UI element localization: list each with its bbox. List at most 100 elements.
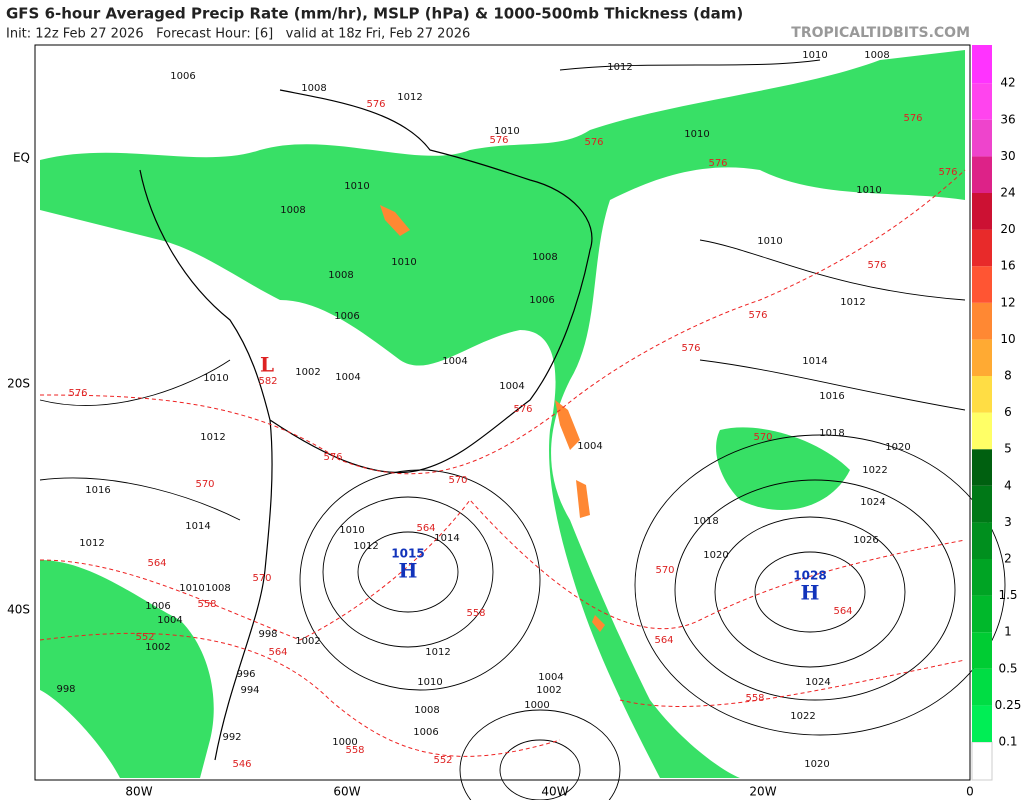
isobar-label: 1006: [145, 601, 170, 612]
isobar-label: 1006: [413, 727, 438, 738]
colorbar-segment: [972, 193, 992, 230]
isobar-label: 996: [236, 669, 255, 680]
isobar-label: 1012: [397, 92, 422, 103]
axis-labels: 80W 60W 40W 20W 0 EQ 20S 40S: [7, 151, 974, 799]
colorbar-segment: [972, 705, 992, 742]
thickness-label: 570: [448, 475, 467, 486]
heavy-precip: [380, 205, 605, 632]
isobar-label: 1000: [332, 737, 357, 748]
isobar-label: 1010: [391, 257, 416, 268]
isobar-label: 1008: [532, 252, 557, 263]
lat-label: EQ: [13, 151, 30, 165]
colorbar-label: 2: [1004, 552, 1012, 566]
isobar-label: 1006: [170, 71, 195, 82]
isobar-label: 1010: [856, 185, 881, 196]
isobar-label: 1004: [442, 356, 467, 367]
colorbar-label: 5: [1004, 442, 1012, 456]
isobar-label: 1014: [185, 521, 210, 532]
isobar-label: 1010: [417, 677, 442, 688]
colorbar-segment: [972, 266, 992, 303]
center-symbol: H: [399, 559, 418, 583]
lon-label: 80W: [125, 785, 152, 799]
colorbar-segment: [972, 339, 992, 376]
isobar-label: 1002: [145, 642, 170, 653]
isobar-label: 1010: [179, 583, 204, 594]
thickness-label: 558: [345, 745, 364, 756]
isobar-label: 1012: [200, 432, 225, 443]
colorbar-label: 6: [1004, 405, 1012, 419]
isobar-label: 1010: [203, 373, 228, 384]
colorbar-segment: [972, 412, 992, 450]
isobar-label: 1010: [339, 525, 364, 536]
colorbar-segment: [972, 156, 992, 193]
colorbar-top: [972, 45, 992, 84]
colorbar-label: 0.1: [998, 735, 1017, 749]
colorbar-label: 20: [1000, 222, 1015, 236]
center-value: 1015: [391, 547, 424, 561]
colorbar-label: 0.5: [998, 661, 1017, 675]
thickness-label: 558: [466, 608, 485, 619]
isobar-label: 1006: [529, 295, 554, 306]
colorbar-label: 1: [1004, 625, 1012, 639]
isobar-label: 1002: [295, 367, 320, 378]
colorbar-label: 12: [1000, 295, 1015, 309]
colorbar-segment: [972, 668, 992, 706]
thickness-label: 558: [197, 599, 216, 610]
precip: [40, 50, 965, 778]
isobar-label: 1020: [804, 759, 829, 770]
colorbar-label: 16: [1000, 259, 1015, 273]
colorbar-segment: [972, 119, 992, 157]
isobar-label: 1020: [703, 550, 728, 561]
isobar-label: 1004: [335, 372, 360, 383]
isobar-label: 1008: [864, 50, 889, 61]
thickness-label: 546: [232, 759, 251, 770]
thickness-label: 564: [268, 647, 287, 658]
thickness-label: 576: [68, 388, 87, 399]
thickness-label: 570: [252, 573, 271, 584]
colorbar-bottom: [971, 741, 993, 781]
colorbar-label: 8: [1004, 369, 1012, 383]
isobar-label: 1010: [494, 126, 519, 137]
colorbar-label: 10: [1000, 332, 1015, 346]
thickness-label: 552: [433, 755, 452, 766]
title: GFS 6-hour Averaged Precip Rate (mm/hr),…: [6, 5, 743, 23]
isobar-label: 1024: [860, 497, 885, 508]
isobar-label: 1000: [524, 700, 549, 711]
lat-label: 20S: [7, 377, 30, 391]
thickness-label: 558: [745, 693, 764, 704]
colorbar-segment: [972, 229, 992, 267]
colorbar: 0.1 0.25 0.5 1 1.5 2 3 4 5 6 8 10 12 16 20 24 30 36 42: [971, 45, 1021, 781]
center-value: 1028: [793, 569, 826, 583]
thickness-label: 576: [903, 113, 922, 124]
thickness-label: 576: [323, 452, 342, 463]
isobar-label: 1020: [885, 442, 910, 453]
colorbar-label: 24: [1000, 186, 1015, 200]
thickness-label: 570: [753, 432, 772, 443]
isobar-label: 1004: [538, 672, 563, 683]
colorbar-label: 1.5: [998, 588, 1017, 602]
colorbar-segment: [972, 485, 992, 523]
thickness-label: 576: [708, 158, 727, 169]
isobar-label: 1010: [344, 181, 369, 192]
isobar-label: 1012: [353, 541, 378, 552]
colorbar-segment: [972, 376, 992, 413]
thickness-label: 564: [416, 523, 435, 534]
center-symbol: L: [260, 353, 274, 377]
lon-label: 0: [966, 785, 974, 799]
thickness-label: 582: [258, 376, 277, 387]
isobar-label: 1012: [607, 62, 632, 73]
thickness-label: 570: [655, 565, 674, 576]
isobar-label: 1008: [301, 83, 326, 94]
isobar-label: 1006: [334, 311, 359, 322]
colorbar-segment: [972, 449, 992, 486]
thickness-label: 576: [489, 135, 508, 146]
thickness-label: 576: [867, 260, 886, 271]
lon-label: 60W: [333, 785, 360, 799]
thickness-label: 576: [681, 343, 700, 354]
colorbar-label: 30: [1000, 149, 1015, 163]
isobar-label: 1004: [577, 441, 602, 452]
isobar-label: 998: [56, 684, 75, 695]
thickness-label: 576: [513, 404, 532, 415]
isobar-label: 1008: [414, 705, 439, 716]
